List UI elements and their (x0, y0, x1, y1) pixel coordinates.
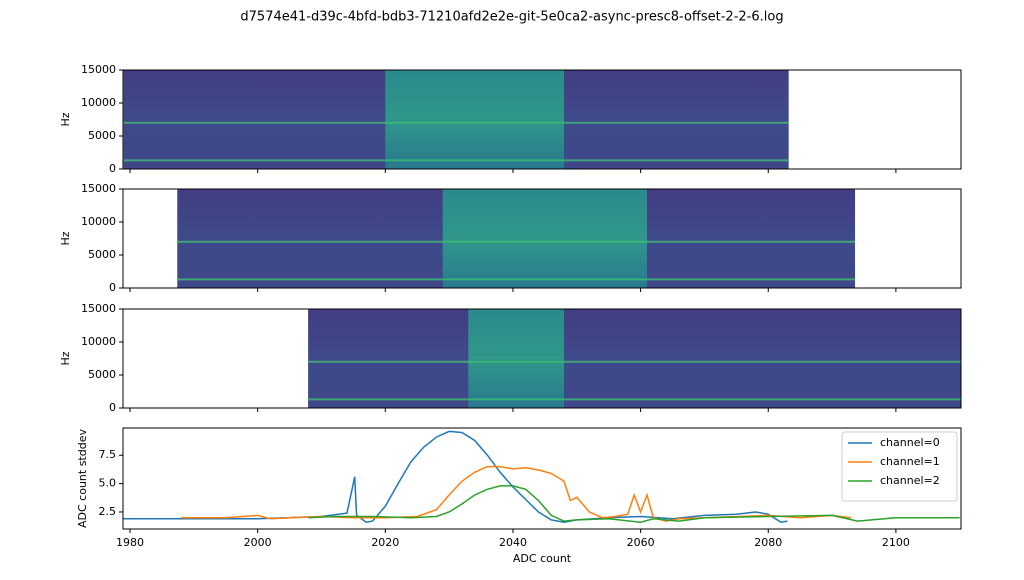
y-tick-label: 0 (109, 162, 116, 175)
x-tick-label: 2000 (244, 536, 272, 549)
axes-frame (122, 69, 962, 170)
x-tick-label: 2040 (499, 536, 527, 549)
figure-title: d7574e41-d39c-4bfd-bdb3-71210afd2e2e-git… (240, 10, 783, 25)
spectrogram-image (308, 309, 961, 408)
y-tick-label: 0 (109, 281, 116, 294)
x-tick-label: 2020 (371, 536, 399, 549)
y-axis-label: Hz (59, 112, 72, 126)
legend-label: channel=1 (880, 455, 940, 468)
y-tick-label: 15000 (81, 63, 116, 76)
y-axis-label: Hz (59, 231, 72, 245)
y-tick-label: 15000 (81, 302, 116, 315)
axes-frame (122, 427, 962, 530)
legend-label: channel=0 (880, 436, 940, 449)
y-tick-label: 0 (109, 401, 116, 414)
data-line (308, 485, 960, 523)
y-tick-label: 7.5 (99, 448, 117, 461)
y-tick-label: 5000 (88, 248, 116, 261)
y-tick-label: 2.5 (99, 505, 117, 518)
data-line (181, 465, 852, 522)
legend-label: channel=2 (880, 474, 940, 487)
y-axis-label: Hz (59, 351, 72, 365)
spectrogram-bright-region (442, 189, 647, 288)
y-tick-label: 5.0 (99, 477, 117, 490)
x-tick-label: 1980 (116, 536, 144, 549)
y-tick-label: 5000 (88, 129, 116, 142)
x-axis-label: ADC count (513, 552, 572, 565)
y-tick-label: 10000 (81, 215, 116, 228)
y-tick-label: 10000 (81, 96, 116, 109)
spectrogram-bright-region (385, 70, 565, 169)
y-axis-label: ADC count stddev (76, 429, 89, 528)
y-tick-label: 15000 (81, 182, 116, 195)
axes-frame (122, 188, 962, 289)
spectrogram-bright-region (468, 309, 565, 408)
x-tick-label: 2100 (882, 536, 910, 549)
legend-box (841, 431, 958, 502)
x-tick-label: 2080 (754, 536, 782, 549)
y-tick-label: 10000 (81, 335, 116, 348)
x-tick-label: 2060 (627, 536, 655, 549)
data-line (123, 430, 788, 523)
y-tick-label: 5000 (88, 368, 116, 381)
axes-frame (122, 308, 962, 409)
